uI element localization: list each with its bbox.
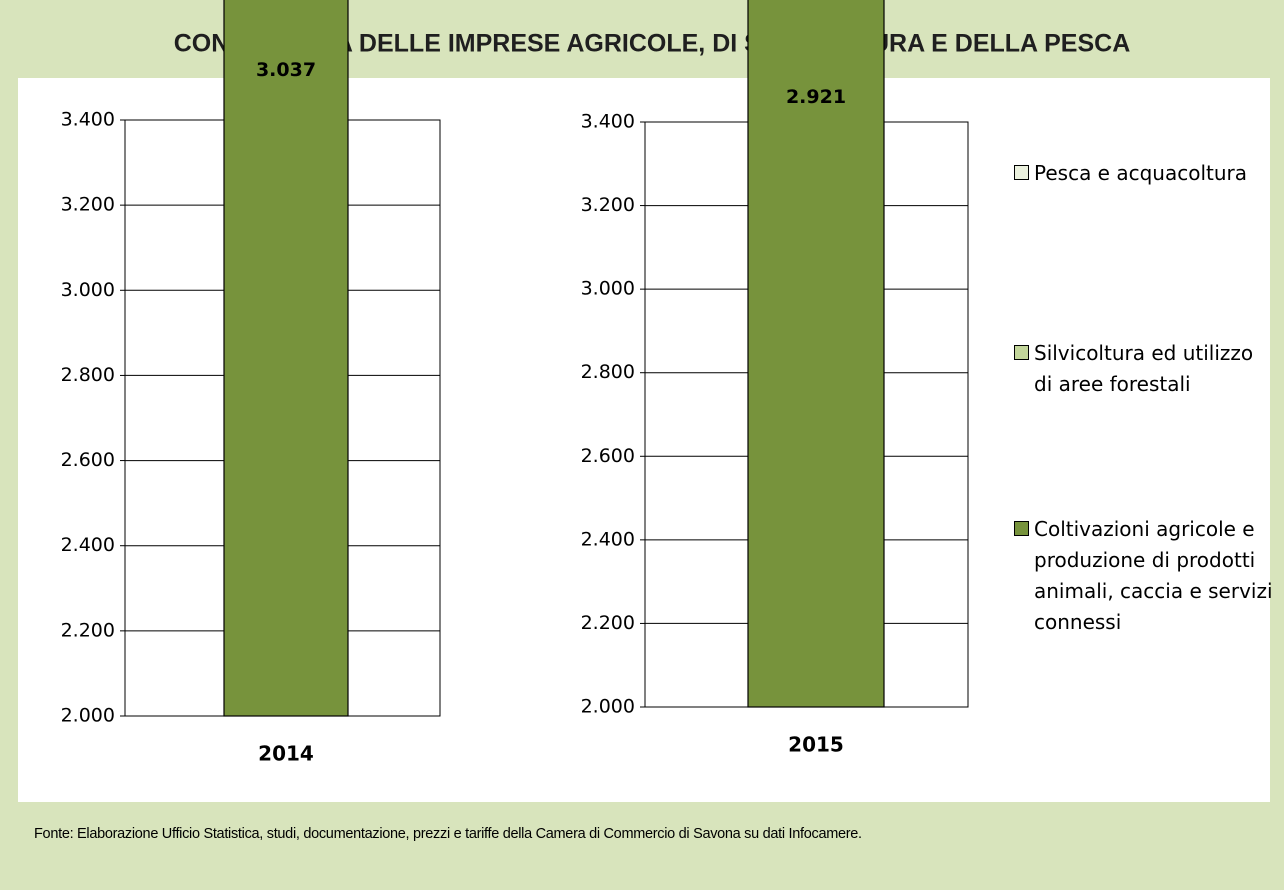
y-tick-label: 2.800 xyxy=(61,364,115,386)
x-tick-label: 2014 xyxy=(258,742,314,766)
legend-label: Pesca e acquacoltura xyxy=(1034,161,1248,185)
y-tick-label: 2.200 xyxy=(61,619,115,641)
y-tick-label: 2.600 xyxy=(581,445,635,467)
y-tick-label: 3.000 xyxy=(61,279,115,301)
y-tick-label: 2.400 xyxy=(581,528,635,550)
y-tick-label: 3.000 xyxy=(581,278,635,300)
y-tick-label: 2.400 xyxy=(61,534,115,556)
bar-segment xyxy=(747,0,885,708)
y-tick-label: 2.200 xyxy=(581,612,635,634)
x-tick-label: 2015 xyxy=(788,733,844,757)
y-tick-label: 3.200 xyxy=(61,194,115,216)
source-note: Fonte: Elaborazione Ufficio Statistica, … xyxy=(34,826,862,842)
panel xyxy=(858,78,1270,802)
legend-label: Silvicoltura ed utilizzo di aree foresta… xyxy=(1034,341,1254,396)
legend-swatch xyxy=(1014,521,1029,536)
y-tick-label: 2.800 xyxy=(581,361,635,383)
bar-segment xyxy=(223,0,349,717)
legend-item: Silvicoltura ed utilizzo di aree foresta… xyxy=(1014,338,1276,400)
panel xyxy=(18,78,858,802)
y-tick-label: 2.000 xyxy=(581,696,635,718)
legend-item: Pesca e acquacoltura xyxy=(1014,158,1276,189)
legend-swatch xyxy=(1014,345,1029,360)
data-label: 2.921 xyxy=(786,86,846,108)
data-label: 3.037 xyxy=(256,59,316,81)
y-tick-label: 3.200 xyxy=(581,194,635,216)
y-tick-label: 2.600 xyxy=(61,449,115,471)
legend-label: Coltivazioni agricole e produzione di pr… xyxy=(1034,517,1273,634)
y-tick-label: 3.400 xyxy=(61,109,115,131)
legend-swatch xyxy=(1014,165,1029,180)
legend-item: Coltivazioni agricole e produzione di pr… xyxy=(1014,514,1276,638)
y-tick-label: 2.000 xyxy=(61,705,115,727)
y-tick-label: 3.400 xyxy=(581,111,635,133)
